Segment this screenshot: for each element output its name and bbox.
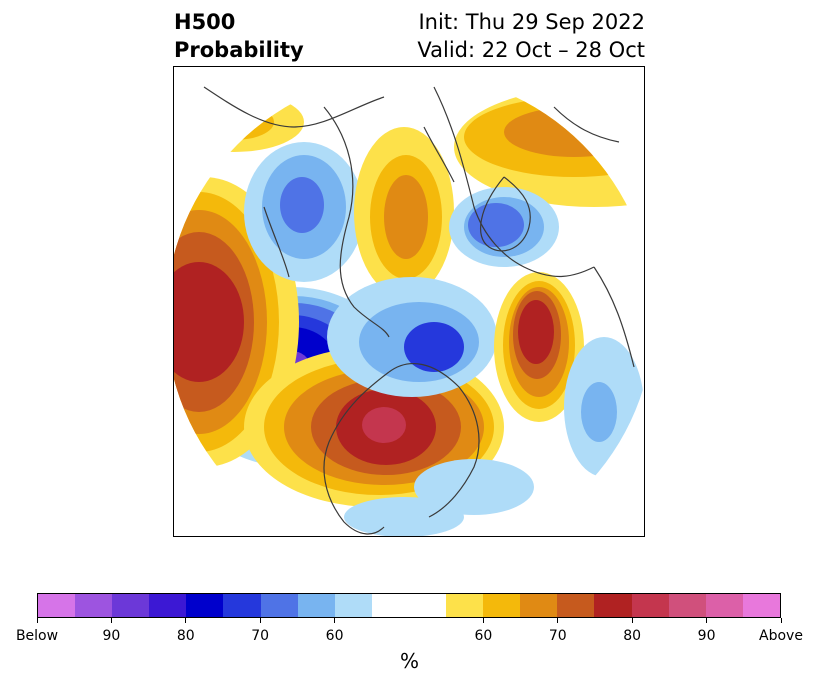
init-date: Init: Thu 29 Sep 2022 <box>418 10 645 34</box>
colorbar-segment <box>631 594 669 617</box>
colorbar-segment <box>75 594 113 617</box>
colorbar-segment <box>520 594 558 617</box>
colorbar-tick <box>334 618 336 623</box>
colorbar-segment <box>371 594 409 617</box>
colorbar-tick <box>706 618 708 623</box>
colorbar-tick-label: 60 <box>474 628 493 644</box>
colorbar-tick <box>185 618 187 623</box>
anomaly-above-west-pacific <box>174 177 299 467</box>
colorbar-segment <box>446 594 484 617</box>
colorbar-tick <box>259 618 261 623</box>
colorbar <box>37 593 781 618</box>
colorbar-segment <box>38 594 76 617</box>
valid-range: Valid: 22 Oct – 28 Oct <box>417 38 645 62</box>
anomaly-above-eurasia <box>354 127 454 297</box>
colorbar-segment <box>557 594 595 617</box>
colorbar-tick-label: 80 <box>176 628 195 644</box>
colorbar-tick-label: Below <box>15 628 59 644</box>
colorbar-tick <box>482 618 484 623</box>
colorbar-segment <box>260 594 298 617</box>
colorbar-segment <box>594 594 632 617</box>
colorbar-ticks: Below 90 80 70 60 60 70 80 90 Above <box>16 618 803 644</box>
colorbar-tick <box>780 618 782 623</box>
colorbar-tick <box>631 618 633 623</box>
title-line-2: Probability <box>174 38 304 62</box>
anomaly-below-greenland <box>327 277 497 397</box>
colorbar-tick-label: Above <box>759 628 803 644</box>
colorbar-segment <box>223 594 261 617</box>
chart-title: H500 Probability <box>174 8 304 64</box>
colorbar-tick-label: 90 <box>102 628 121 644</box>
colorbar-segment <box>149 594 187 617</box>
anomaly-above-north-atlantic <box>494 272 584 422</box>
colorbar-segment <box>668 594 706 617</box>
date-info: Init: Thu 29 Sep 2022 Valid: 22 Oct – 28… <box>417 8 645 64</box>
colorbar-tick-label: 60 <box>325 628 344 644</box>
colorbar-segment <box>112 594 150 617</box>
anomaly-below-siberia <box>244 142 364 282</box>
colorbar-segment <box>408 594 447 617</box>
colorbar-segment <box>297 594 335 617</box>
colorbar-segment <box>742 594 780 617</box>
colorbar-tick <box>36 618 38 623</box>
colorbar-tick-label: 80 <box>623 628 642 644</box>
colorbar-segment <box>483 594 521 617</box>
map-canvas <box>174 73 644 536</box>
colorbar-segment <box>334 594 372 617</box>
anomaly-below-europe <box>449 187 559 267</box>
coastlines <box>203 86 635 535</box>
colorbar-tick <box>110 618 112 623</box>
colorbar-tick-label: 70 <box>251 628 270 644</box>
colorbar-tick-label: 90 <box>697 628 716 644</box>
colorbar-segment <box>705 594 743 617</box>
title-line-1: H500 <box>174 10 236 34</box>
colorbar-tick-label: 70 <box>548 628 567 644</box>
colorbar-segment <box>186 594 224 617</box>
colorbar-unit: % <box>399 649 419 673</box>
probability-map <box>173 66 645 537</box>
colorbar-tick <box>557 618 559 623</box>
